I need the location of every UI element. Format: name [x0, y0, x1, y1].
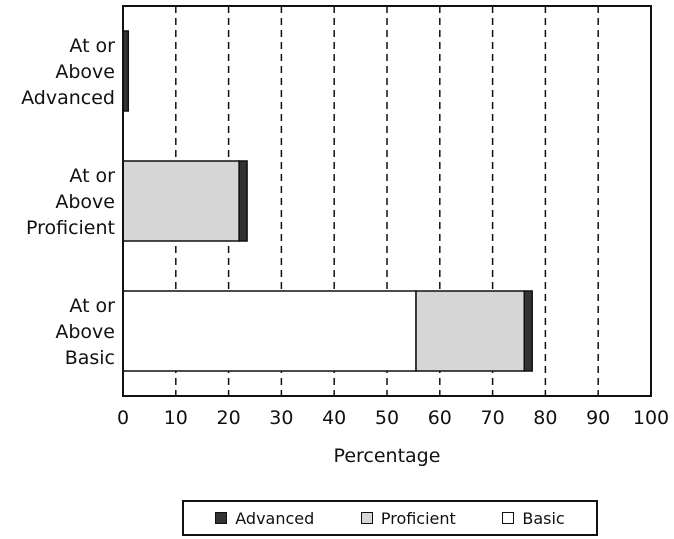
- gridlines: [175, 6, 599, 396]
- category-label: Proficient: [26, 217, 115, 239]
- x-tick-label: 70: [481, 407, 505, 429]
- category-label: Above: [55, 61, 115, 83]
- legend-label-proficient: Proficient: [380, 508, 456, 528]
- x-axis-title: Percentage: [334, 445, 441, 467]
- bar-segment-advanced: [238, 160, 248, 242]
- category-label: At or: [69, 165, 115, 187]
- x-tick-label: 80: [533, 407, 557, 429]
- legend-swatch-proficient: [360, 512, 373, 524]
- legend-item-basic: Basic: [502, 508, 565, 528]
- x-tick-label: 20: [217, 407, 241, 429]
- legend-swatch-advanced: [215, 512, 228, 524]
- bar-segment-proficient: [122, 160, 240, 242]
- legend-label-advanced: Advanced: [235, 508, 315, 528]
- x-tick-label: 100: [633, 407, 669, 429]
- legend: Advanced Proficient Basic: [182, 500, 598, 536]
- legend-label-basic: Basic: [522, 508, 565, 528]
- category-label: Advanced: [21, 87, 115, 109]
- x-tick-label: 30: [269, 407, 293, 429]
- bar-segment-advanced: [523, 290, 533, 372]
- chart-area: 0 10 20 30 40 50 60 70 80 90 100 At or Above Advance…: [21, 5, 669, 467]
- x-ticks: 0 10 20 30 40 50 60 70 80 90 100: [117, 407, 669, 429]
- category-label: At or: [69, 295, 115, 317]
- legend-item-proficient: Proficient: [360, 508, 456, 528]
- category-label: Above: [55, 191, 115, 213]
- x-tick-label: 40: [322, 407, 346, 429]
- bar-segment-proficient: [415, 290, 526, 372]
- bars: [122, 30, 533, 372]
- legend-item-advanced: Advanced: [215, 509, 314, 528]
- category-label: At or: [69, 35, 115, 57]
- category-labels: At or Above Advanced At or Above Proficient At…: [21, 35, 115, 369]
- x-tick-label: 0: [117, 407, 129, 429]
- x-tick-label: 10: [164, 407, 188, 429]
- bar-segment-basic: [122, 290, 417, 372]
- x-tick-label: 60: [428, 407, 452, 429]
- legend-swatch-basic: [502, 512, 515, 524]
- plot-frame: [122, 5, 652, 397]
- x-tick-label: 90: [586, 407, 610, 429]
- category-label: Above: [55, 321, 115, 343]
- category-label: Basic: [65, 347, 115, 369]
- x-tick-label: 50: [375, 407, 399, 429]
